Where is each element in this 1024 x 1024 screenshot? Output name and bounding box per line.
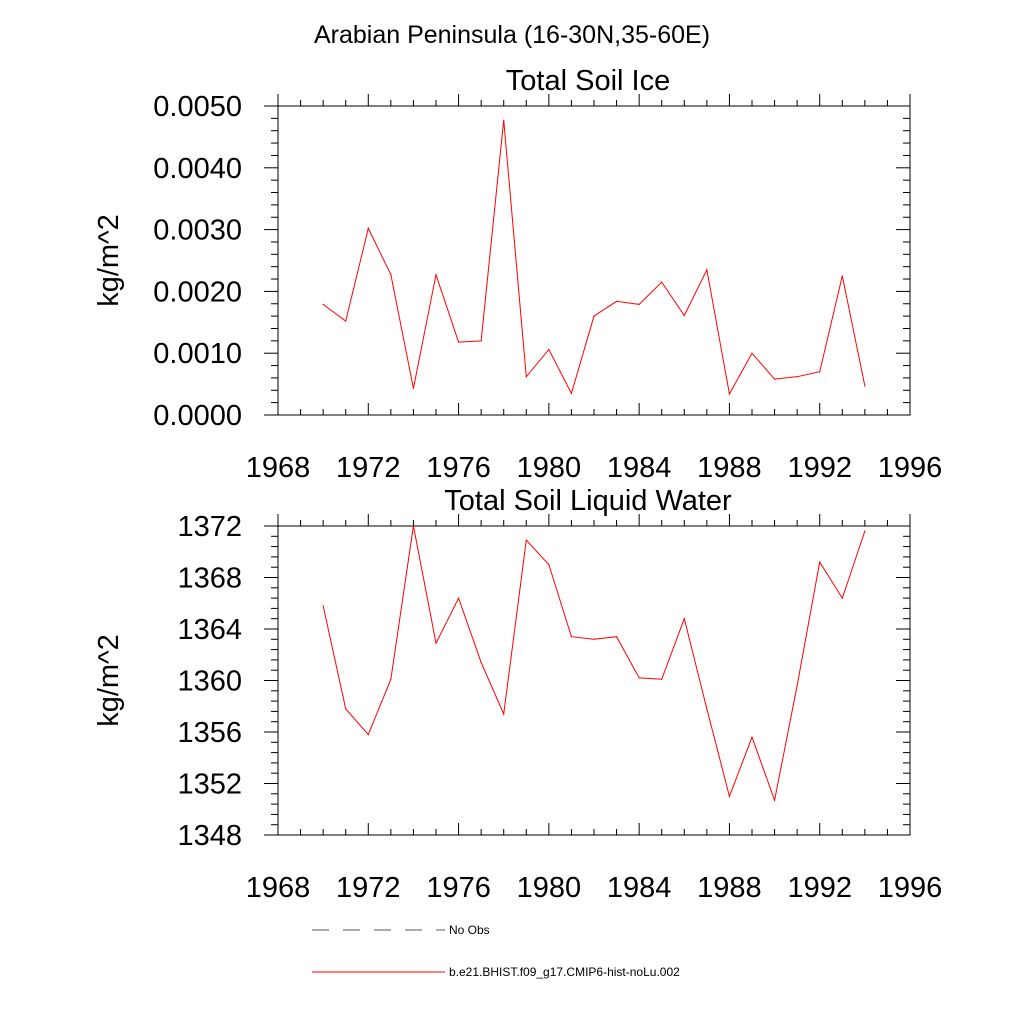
data-point <box>706 269 708 271</box>
y-axis-label: kg/m^2 <box>93 214 125 307</box>
x-tick-label: 1984 <box>607 452 672 484</box>
x-tick-label: 1980 <box>517 872 582 904</box>
data-point <box>345 708 347 710</box>
y-tick-label: 1364 <box>177 614 242 646</box>
y-tick-label: 1360 <box>177 666 242 698</box>
x-tick-label: 1996 <box>878 452 943 484</box>
x-tick-label: 1976 <box>426 452 491 484</box>
data-point <box>638 677 640 679</box>
data-point <box>661 678 663 680</box>
data-point <box>864 385 866 387</box>
x-tick-label: 1968 <box>246 452 311 484</box>
data-point <box>751 352 753 354</box>
y-tick-label: 0.0050 <box>153 91 242 123</box>
y-tick-label: 1368 <box>177 563 242 595</box>
data-point <box>548 348 550 351</box>
data-point <box>683 618 685 620</box>
y-tick-label: 1372 <box>177 511 242 543</box>
chart-total-soil-ice: Total Soil Ice kg/m^2 1968 1972 1976 1980 1984… <box>93 65 942 484</box>
data-point <box>864 530 866 532</box>
y-tick-label: 1348 <box>177 820 242 852</box>
data-point <box>638 303 640 305</box>
data-point <box>683 314 685 317</box>
data-point <box>367 733 369 736</box>
y-tick-label: 0.0030 <box>153 215 242 247</box>
data-point <box>367 227 369 229</box>
data-point <box>728 795 731 797</box>
x-tick-label: 1992 <box>787 452 852 484</box>
figure-title: Arabian Peninsula (16-30N,35-60E) <box>314 21 710 49</box>
x-tick-label: 1972 <box>336 872 401 904</box>
x-tick-label: 1976 <box>426 872 491 904</box>
data-point <box>661 281 663 283</box>
data-point <box>345 320 347 322</box>
x-tick-label: 1980 <box>517 452 582 484</box>
data-point <box>457 597 460 599</box>
data-point <box>841 275 843 277</box>
legend-label-model: b.e21.BHIST.f09_g17.CMIP6-hist-noLu.002 <box>449 965 680 979</box>
data-point <box>480 661 482 664</box>
data-point <box>435 642 437 644</box>
chart-title: Total Soil Ice <box>506 65 670 97</box>
series-line <box>322 525 866 803</box>
data-point <box>819 371 821 373</box>
data-point <box>593 315 595 317</box>
legend-label-no-obs: No Obs <box>449 923 490 937</box>
legend: No Obs b.e21.BHIST.f09_g17.CMIP6-hist-no… <box>312 923 680 979</box>
plot-frame <box>277 525 911 836</box>
data-point <box>773 378 776 380</box>
data-point <box>773 799 776 801</box>
data-point <box>503 119 505 121</box>
y-tick-label: 0.0040 <box>153 153 242 185</box>
data-point <box>435 274 437 276</box>
data-point <box>593 638 595 640</box>
data-point <box>728 393 731 395</box>
data-point <box>390 274 392 276</box>
y-tick-label: 1356 <box>177 717 242 749</box>
data-point <box>390 678 392 680</box>
data-point <box>322 605 324 607</box>
chart-total-soil-liquid-water: Total Soil Liquid Water kg/m^2 1968 1972 197… <box>93 485 942 904</box>
data-point <box>796 685 798 687</box>
data-point <box>819 561 821 563</box>
data-point <box>570 392 573 394</box>
y-tick-label: 0.0000 <box>153 400 242 432</box>
x-tick-label: 1988 <box>697 872 762 904</box>
y-tick-label: 0.0020 <box>153 276 242 308</box>
data-point <box>457 341 460 343</box>
y-tick-label: 1352 <box>177 769 242 801</box>
x-tick-label: 1968 <box>246 872 311 904</box>
data-point <box>322 303 324 305</box>
plot-frame <box>277 105 911 416</box>
data-point <box>525 539 527 541</box>
x-tick-label: 1984 <box>607 872 672 904</box>
data-point <box>525 376 527 378</box>
data-point <box>615 636 618 638</box>
data-point <box>480 340 482 342</box>
data-point <box>751 736 753 738</box>
y-axis-label: kg/m^2 <box>93 634 125 727</box>
data-point <box>796 376 798 378</box>
data-point <box>615 300 618 302</box>
data-point <box>412 387 415 390</box>
data-point <box>503 713 505 715</box>
series-line <box>322 120 866 396</box>
data-point <box>570 636 573 638</box>
x-tick-label: 1992 <box>787 872 852 904</box>
chart-title: Total Soil Liquid Water <box>444 485 732 517</box>
data-point <box>412 525 415 527</box>
x-tick-label: 1988 <box>697 452 762 484</box>
data-point <box>706 708 708 710</box>
x-tick-label: 1996 <box>878 872 943 904</box>
data-point <box>548 564 550 566</box>
y-tick-label: 0.0010 <box>153 338 242 370</box>
x-tick-label: 1972 <box>336 452 401 484</box>
data-point <box>841 597 843 599</box>
